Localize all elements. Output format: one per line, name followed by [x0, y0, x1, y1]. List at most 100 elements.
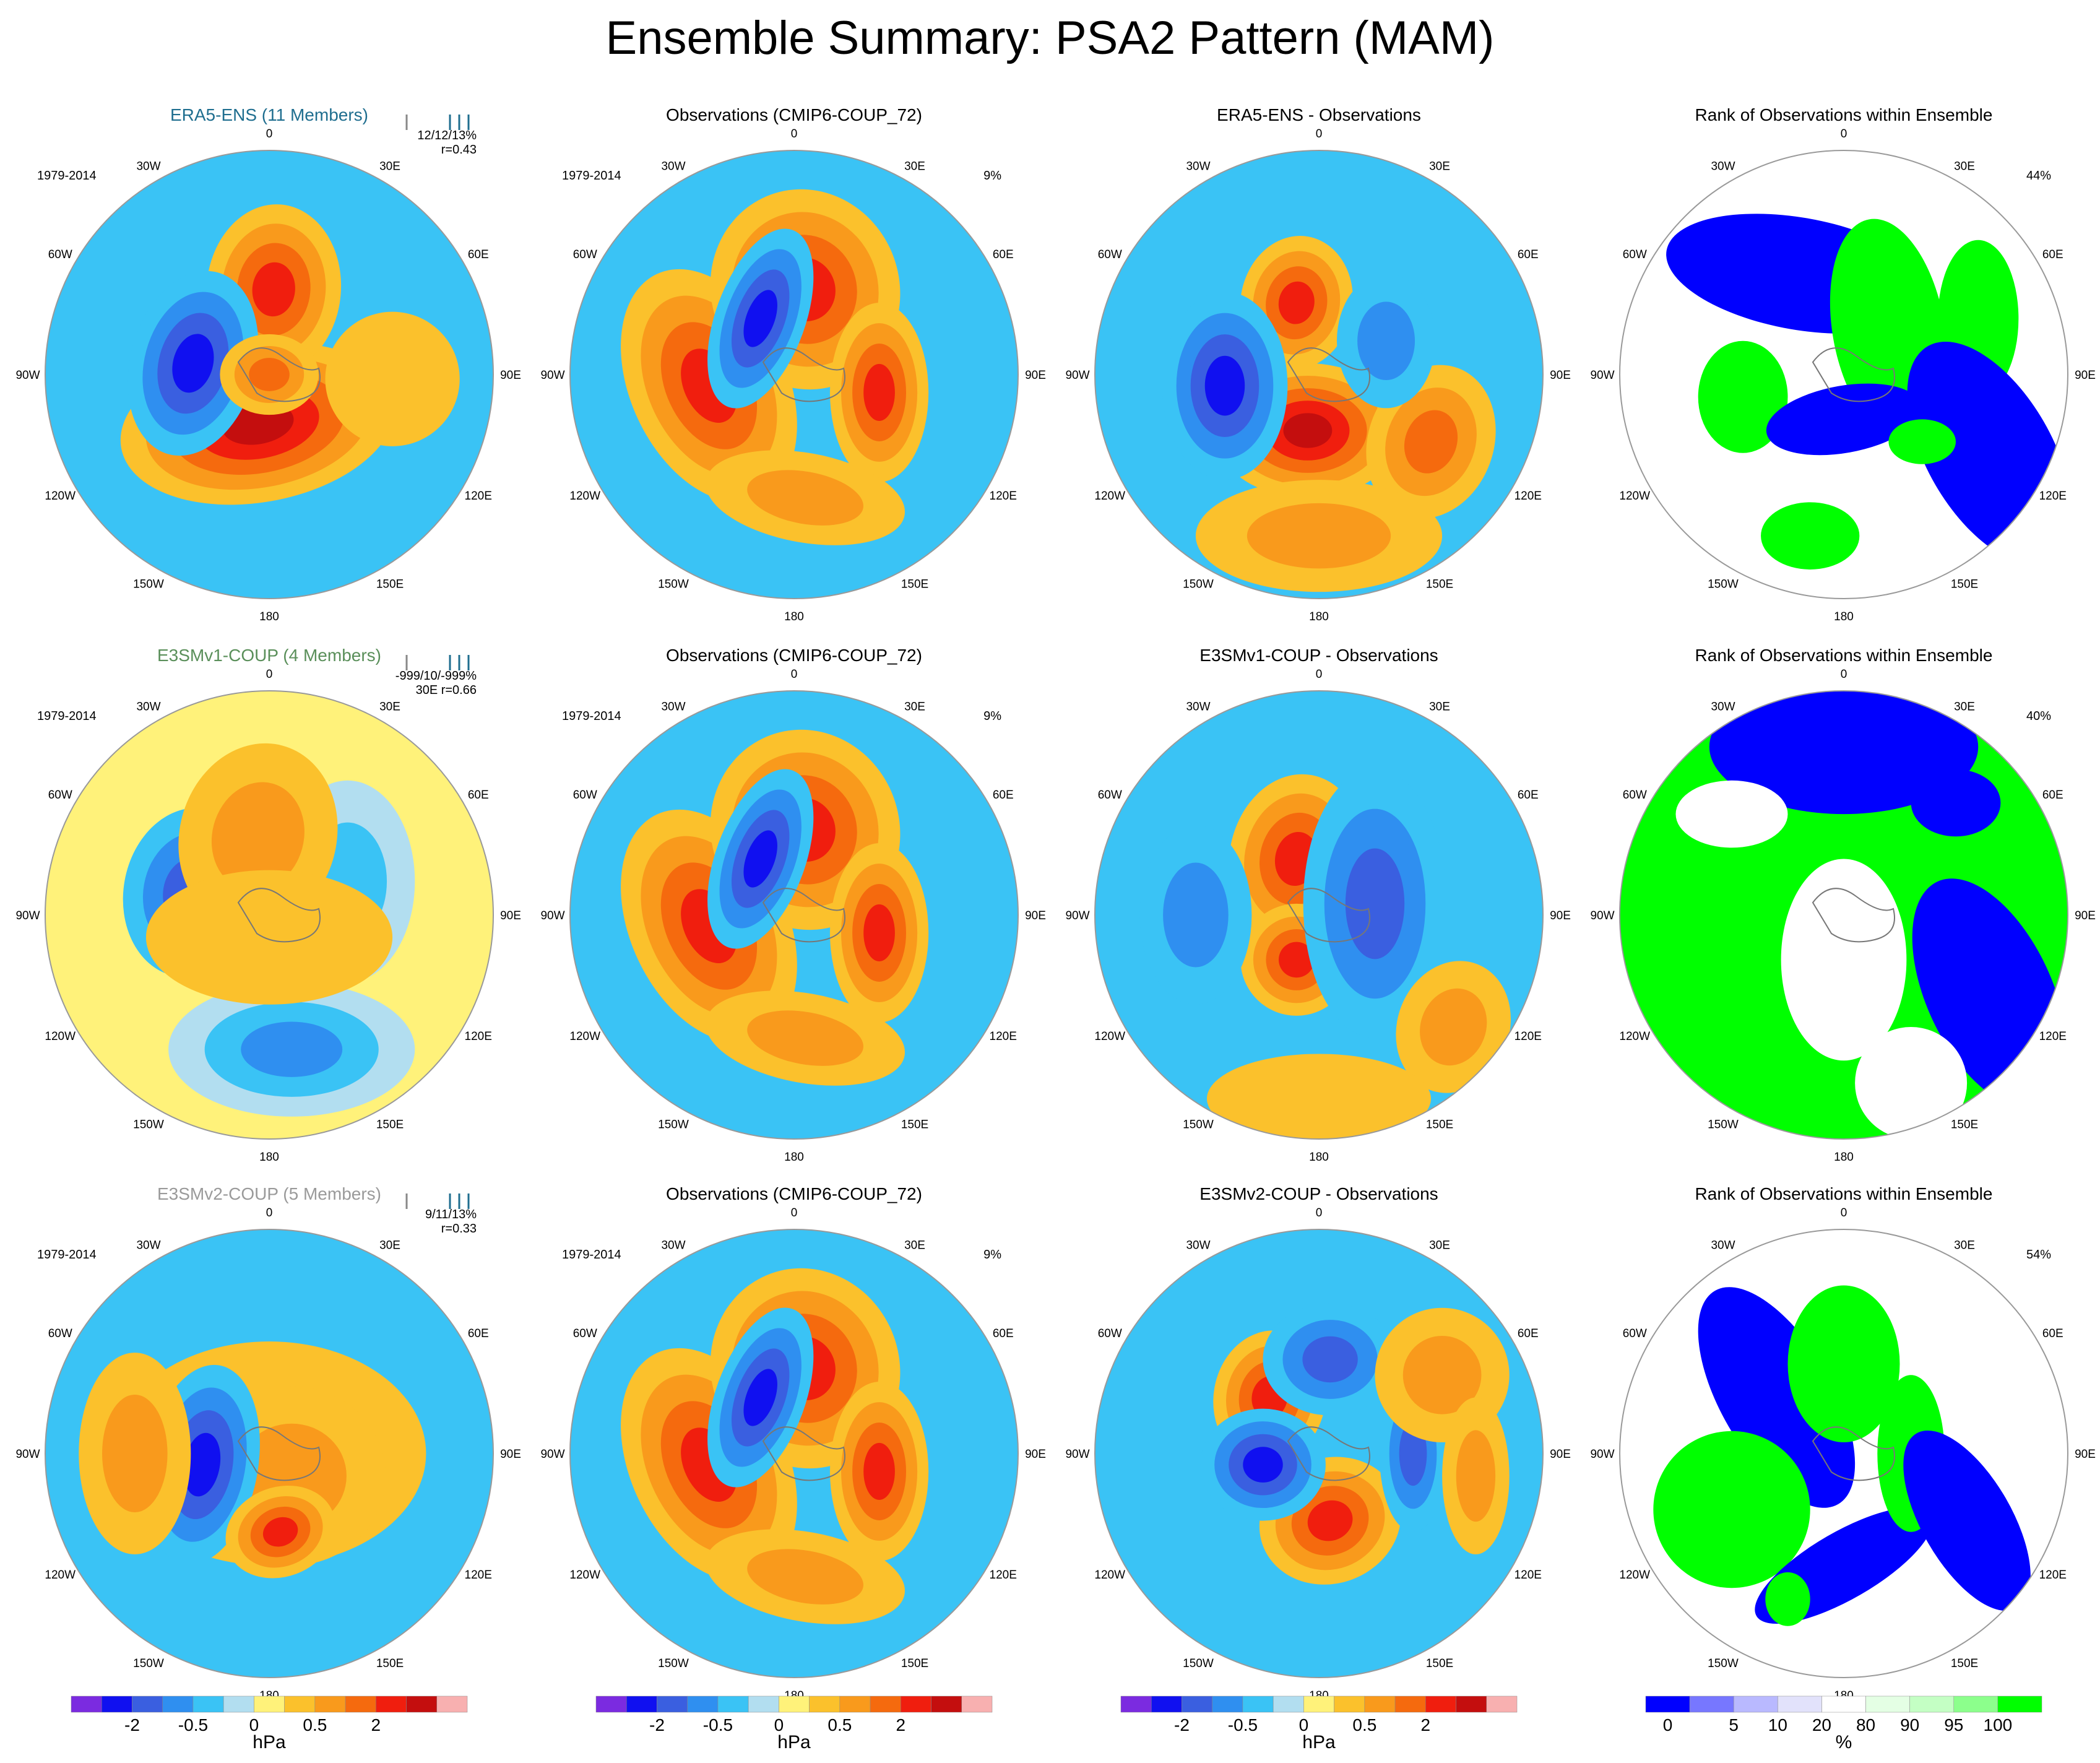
colorbar-swatch — [1364, 1696, 1396, 1713]
colorbar-swatch — [436, 1696, 468, 1713]
longitude-label: 120W — [569, 1569, 600, 1582]
contour-blob-5-level-0 — [1855, 1027, 1968, 1139]
longitude-label: 150E — [901, 578, 928, 591]
contour-blob-2-level-2 — [241, 1021, 343, 1077]
longitude-label: 60W — [48, 248, 72, 261]
colorbar-swatch — [1821, 1696, 1866, 1713]
coastline — [762, 888, 845, 943]
longitude-label: 60W — [1623, 248, 1647, 261]
contour-blob-2-level-0 — [1698, 340, 1788, 453]
contour-field — [570, 691, 1018, 1139]
map-panel-8: Rank of Observations within Ensemble 0 30E… — [1590, 646, 2096, 1164]
longitude-label: 60E — [993, 789, 1014, 802]
map-boundary — [569, 1229, 1019, 1678]
longitude-label: 150E — [901, 1657, 928, 1670]
longitude-label: 90E — [500, 909, 521, 922]
longitude-label: 30E — [904, 1239, 925, 1252]
longitude-label: 120W — [1619, 1030, 1650, 1043]
longitude-label: 120W — [1619, 1569, 1650, 1582]
colorbar-tick: 10 — [1768, 1715, 1787, 1735]
colorbar-unit: hPa — [1302, 1732, 1336, 1752]
longitude-label: 60W — [573, 789, 597, 802]
longitude-label: 30E — [1954, 1239, 1975, 1252]
colorbar-tick: -0.5 — [1228, 1715, 1258, 1735]
longitude-label: 30W — [661, 1239, 685, 1252]
contour-blob-2-level-3 — [863, 363, 895, 422]
longitude-label: 150E — [1426, 1119, 1453, 1132]
colorbar-swatch — [687, 1696, 719, 1713]
longitude-label: 30W — [136, 160, 160, 173]
longitude-label: 120E — [465, 490, 492, 503]
longitude-label: 150E — [1426, 1657, 1453, 1670]
longitude-label: 90W — [1065, 909, 1089, 922]
colorbar-swatch — [1394, 1696, 1426, 1713]
colorbar-swatch — [162, 1696, 194, 1713]
longitude-label: 30W — [1186, 700, 1210, 713]
colorbar-swatch — [657, 1696, 688, 1713]
colorbar-swatch — [1865, 1696, 1910, 1713]
contour-field — [1095, 150, 1543, 599]
map-boundary — [45, 1229, 494, 1678]
map-boundary — [569, 690, 1019, 1140]
contour-blob-4-level-1 — [747, 1010, 863, 1066]
map-panel-9: E3SMv2-COUP (5 Members) 0 30E 60E 90E 120E 150… — [15, 1184, 521, 1702]
contour-blob-2-level-3 — [1204, 355, 1245, 416]
contour-blob-4-level-1 — [747, 1549, 863, 1605]
contour-blob-1-level-3 — [1279, 942, 1315, 978]
coastline — [762, 1426, 845, 1481]
colorbar-swatch — [1120, 1696, 1152, 1713]
contour-blob-3-level-2 — [1302, 1336, 1358, 1383]
colorbar-swatch — [254, 1696, 285, 1713]
colorbar-tick: -2 — [1174, 1715, 1190, 1735]
map-panel-4: Rank of Observations within Ensemble 0 30E… — [1590, 105, 2095, 623]
longitude-label: 90W — [15, 369, 40, 382]
coastline — [1287, 1426, 1370, 1481]
colorbar-swatch — [192, 1696, 224, 1713]
longitude-label: 180 — [784, 1151, 804, 1164]
contour-blob-5-level-1 — [1247, 503, 1391, 569]
colorbar-tick: 2 — [896, 1715, 906, 1735]
longitude-label: 60E — [2042, 1327, 2063, 1340]
longitude-label: 150W — [133, 578, 164, 591]
contour-blob-1-level-3 — [1307, 1500, 1353, 1541]
colorbar-swatch — [101, 1696, 132, 1713]
longitude-label: 90E — [500, 1448, 521, 1461]
stat-label: 54% — [2026, 1248, 2051, 1262]
colorbar-swatch — [1242, 1696, 1274, 1713]
map-panel-1: ERA5-ENS (11 Members) 0 30E 60E 90E 120E 150E 1… — [15, 105, 521, 623]
contour-blob-4-level-1 — [102, 1394, 168, 1513]
panel-title: E3SMv2-COUP - Observations — [1199, 1184, 1438, 1203]
colorbar-swatch — [1689, 1696, 1734, 1713]
stat-label: 12/12/13% — [417, 129, 477, 142]
longitude-label: 150W — [1183, 1119, 1214, 1132]
longitude-label: 0 — [791, 128, 798, 141]
contour-blob-5-level-1 — [1402, 1335, 1482, 1414]
longitude-label: 0 — [1841, 1206, 1847, 1219]
contour-blob-3-level-3 — [743, 290, 777, 347]
contour-blob-1-level-0 — [1911, 769, 2001, 837]
longitude-label: 30E — [1429, 1239, 1450, 1252]
longitude-label: 30E — [379, 700, 400, 713]
map-boundary — [1094, 150, 1544, 599]
panel-title: Observations (CMIP6-COUP_72) — [666, 1184, 922, 1203]
coastline — [1812, 888, 1895, 943]
longitude-label: 30W — [1186, 1239, 1210, 1252]
contour-field — [1095, 1229, 1543, 1678]
longitude-label: 90E — [2075, 909, 2096, 922]
contour-field — [45, 691, 493, 1139]
colorbar-unit: hPa — [777, 1732, 811, 1752]
longitude-label: 30W — [1186, 160, 1210, 173]
coastline — [1287, 888, 1370, 943]
longitude-label: 60W — [573, 248, 597, 261]
contour-blob-6-level-0 — [1765, 1572, 1810, 1626]
contour-field — [1095, 691, 1543, 1139]
longitude-label: 30W — [136, 1239, 160, 1252]
contour-blob-6-level-0 — [1888, 419, 1956, 464]
longitude-label: 90E — [1025, 909, 1046, 922]
longitude-label: 0 — [791, 1206, 798, 1219]
longitude-label: 150E — [1951, 1119, 1978, 1132]
longitude-label: 30W — [136, 700, 160, 713]
map-boundary — [45, 150, 494, 599]
stat-label: 40% — [2026, 709, 2051, 723]
longitude-label: 150E — [376, 578, 404, 591]
